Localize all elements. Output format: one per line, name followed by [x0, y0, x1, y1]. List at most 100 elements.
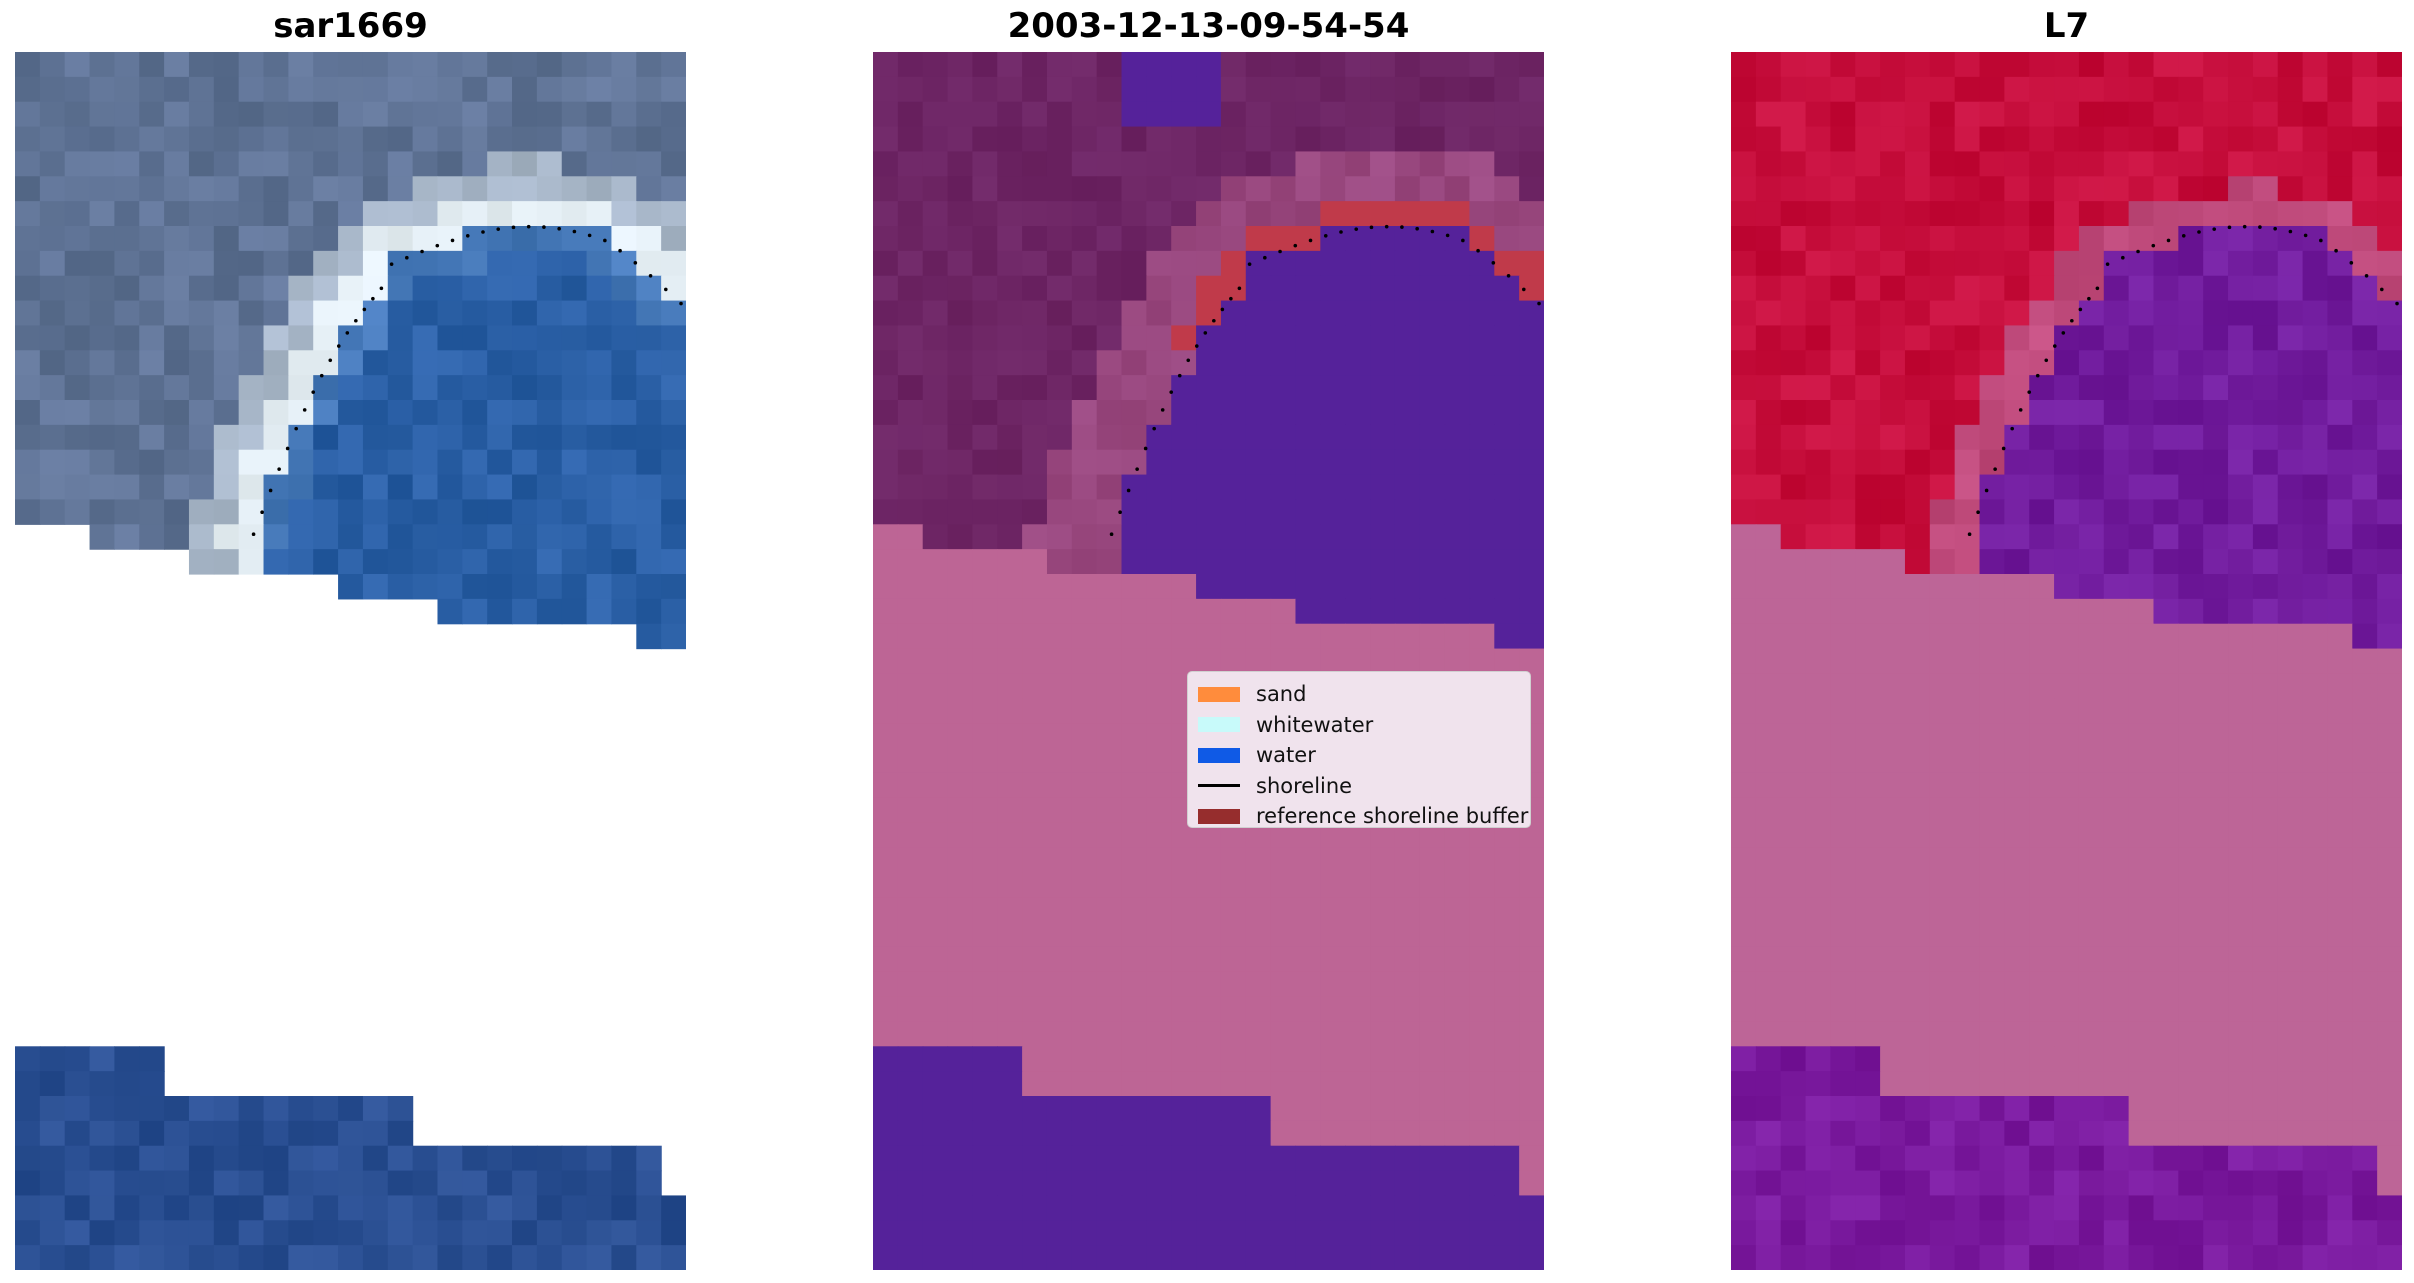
class-pixel: [1046, 1145, 1073, 1172]
rgb-pixel: [661, 350, 686, 376]
rgb-pixel: [238, 474, 265, 501]
rgb-pixel: [89, 275, 116, 302]
index-pixel: [1954, 971, 1981, 998]
index-pixel: [2178, 474, 2204, 501]
class-pixel: [922, 1046, 949, 1072]
class-pixel: [1419, 201, 1446, 227]
rgb-pixel: [89, 1071, 116, 1097]
class-pixel: [1394, 897, 1421, 923]
index-pixel: [2103, 76, 2130, 103]
class-pixel: [1096, 574, 1123, 600]
whitewater-swatch: [1198, 717, 1240, 733]
class-pixel: [1519, 76, 1544, 103]
rgb-pixel: [39, 176, 66, 202]
index-pixel: [2377, 499, 2402, 525]
index-pixel: [2029, 922, 2055, 948]
index-pixel: [1855, 176, 1881, 202]
rgb-pixel: [213, 126, 240, 153]
rgb-pixel: [288, 1120, 314, 1147]
index-pixel: [1780, 201, 1807, 227]
index-pixel: [2128, 847, 2155, 873]
shoreline-dot: [2061, 331, 2066, 335]
rgb-pixel: [238, 1170, 265, 1197]
index-pixel: [2377, 151, 2402, 177]
rgb-pixel: [188, 300, 215, 327]
class-pixel: [1295, 524, 1321, 550]
rgb-pixel: [586, 424, 613, 451]
class-pixel: [1270, 1096, 1297, 1122]
index-pixel: [2103, 350, 2130, 376]
rgb-pixel: [313, 424, 339, 451]
index-pixel: [2029, 1120, 2055, 1147]
rgb-pixel: [188, 375, 215, 401]
index-pixel: [2228, 872, 2254, 898]
index-pixel: [2377, 250, 2402, 277]
rgb-pixel: [362, 101, 389, 128]
index-pixel: [2252, 52, 2279, 78]
rgb-pixel: [15, 325, 41, 351]
class-pixel: [873, 1145, 899, 1172]
rgb-pixel: [213, 424, 240, 451]
class-pixel: [997, 1220, 1023, 1246]
class-pixel: [1320, 549, 1346, 575]
class-pixel: [1494, 300, 1520, 327]
rgb-pixel: [611, 52, 637, 78]
index-pixel: [2252, 1046, 2279, 1072]
index-pixel: [1855, 797, 1881, 824]
class-pixel: [1469, 300, 1495, 327]
rgb-pixel: [288, 350, 314, 376]
index-pixel: [1855, 499, 1881, 525]
index-pixel: [2327, 673, 2353, 699]
rgb-pixel: [462, 449, 488, 476]
index-pixel: [1731, 946, 1757, 973]
class-pixel: [1121, 1096, 1147, 1122]
class-pixel: [1046, 549, 1073, 575]
class-pixel: [1096, 300, 1123, 327]
index-pixel: [1929, 996, 1956, 1023]
index-pixel: [2004, 101, 2030, 128]
class-pixel: [1320, 897, 1346, 923]
class-pixel: [1022, 648, 1048, 675]
index-pixel: [1805, 226, 1832, 252]
index-pixel: [2178, 449, 2204, 476]
index-pixel: [1731, 126, 1757, 153]
class-pixel: [1270, 574, 1297, 600]
rgb-pixel: [462, 151, 488, 177]
rgb-pixel: [15, 1195, 41, 1221]
shoreline-dot: [336, 344, 341, 348]
index-pixel: [1731, 1245, 1757, 1270]
class-pixel: [1146, 201, 1172, 227]
rgb-pixel: [39, 1245, 66, 1270]
class-pixel: [972, 1220, 998, 1246]
class-pixel: [1370, 1071, 1396, 1097]
rgb-pixel: [362, 1195, 389, 1221]
index-pixel: [1979, 872, 2005, 898]
class-pixel: [1320, 499, 1346, 525]
rgb-pixel: [188, 250, 215, 277]
index-pixel: [2377, 698, 2402, 724]
rgb-pixel: [412, 201, 439, 227]
index-pixel: [2277, 524, 2304, 550]
shoreline-dot: [2364, 273, 2369, 278]
index-pixel: [1780, 1145, 1807, 1172]
class-pixel: [1345, 1120, 1371, 1147]
index-pixel: [2203, 176, 2229, 202]
class-pixel: [922, 499, 949, 525]
class-pixel: [972, 52, 998, 78]
index-pixel: [1904, 176, 1931, 202]
class-pixel: [1146, 474, 1172, 501]
class-pixel: [1220, 1145, 1247, 1172]
class-pixel: [897, 1120, 924, 1147]
class-pixel: [1320, 922, 1346, 948]
rgb-pixel: [15, 201, 41, 227]
index-pixel: [2029, 673, 2055, 699]
rgb-pixel: [313, 226, 339, 252]
class-pixel: [972, 275, 998, 302]
class-pixel: [1220, 474, 1247, 501]
index-pixel: [1780, 300, 1807, 327]
class-pixel: [1071, 1071, 1098, 1097]
index-pixel: [1929, 1071, 1956, 1097]
rgb-pixel: [213, 76, 240, 103]
index-pixel: [2153, 126, 2179, 153]
shoreline-dot: [2319, 238, 2323, 243]
